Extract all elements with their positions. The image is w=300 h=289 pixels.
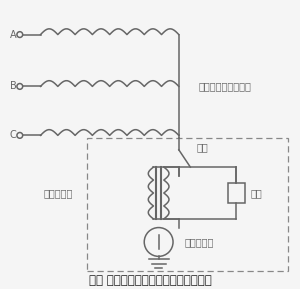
Text: 刀闸: 刀闸 [196, 142, 208, 152]
Text: C: C [10, 130, 16, 140]
Text: 接地变压器: 接地变压器 [43, 188, 73, 198]
Text: 电阻: 电阻 [251, 188, 262, 198]
Text: A: A [10, 29, 16, 40]
Text: 图四 发电机中性点接地电阻工作原理图: 图四 发电机中性点接地电阻工作原理图 [88, 274, 212, 287]
Text: 发电机定子三相绕组: 发电机定子三相绕组 [199, 81, 251, 91]
Text: 电流互感器: 电流互感器 [184, 237, 214, 247]
Text: B: B [10, 81, 16, 91]
Bar [87, 138, 288, 271]
Bar [228, 183, 245, 203]
